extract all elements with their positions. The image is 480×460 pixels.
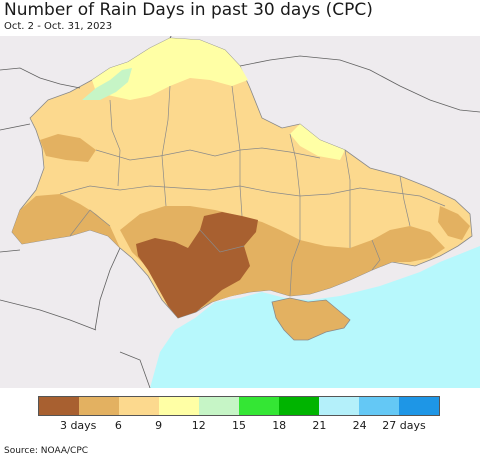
legend-swatch-4	[159, 397, 199, 415]
legend-labels: 3 days 6 9 12 15 18 21 24 27 days	[38, 419, 440, 435]
legend-label: 21	[312, 419, 327, 432]
country-borders	[0, 19, 480, 389]
source-credit: Source: NOAA/CPC	[4, 446, 89, 456]
legend-swatch-6	[239, 397, 279, 415]
legend-label: 9	[155, 419, 163, 432]
zone-12-north	[92, 38, 248, 100]
legend-label: 12	[191, 419, 206, 432]
zone-15-patch	[82, 68, 132, 100]
oblast-borders	[59, 85, 446, 297]
zone-6-northwest	[40, 134, 96, 162]
zone-12-east	[290, 124, 345, 160]
zone-6-west	[12, 194, 120, 248]
legend-swatch-8	[319, 397, 359, 415]
map-title: Number of Rain Days in past 30 days (CPC…	[4, 0, 373, 20]
zone-6-east	[438, 206, 470, 240]
legend-label: 24	[352, 419, 367, 432]
crimea	[271, 297, 351, 341]
legend-label: 15	[232, 419, 246, 432]
legend-label: 18	[272, 419, 287, 432]
legend-label: 27 days	[382, 419, 426, 432]
legend-swatch-1	[39, 397, 79, 415]
rain-days-map	[0, 19, 480, 389]
legend-swatch-5	[199, 397, 239, 415]
legend-swatch-10	[399, 397, 439, 415]
legend-swatch-7	[279, 397, 319, 415]
map-subtitle: Oct. 2 - Oct. 31, 2023	[4, 21, 113, 32]
legend-swatch-3	[119, 397, 159, 415]
legend-swatch-2	[79, 397, 119, 415]
legend-label: 3 days	[59, 419, 97, 432]
legend-label: 6	[114, 419, 122, 432]
legend-color-bar	[38, 396, 440, 416]
legend: 3 days 6 9 12 15 18 21 24 27 days	[38, 396, 440, 436]
legend-swatch-9	[359, 397, 399, 415]
zone-3-south	[136, 212, 258, 318]
